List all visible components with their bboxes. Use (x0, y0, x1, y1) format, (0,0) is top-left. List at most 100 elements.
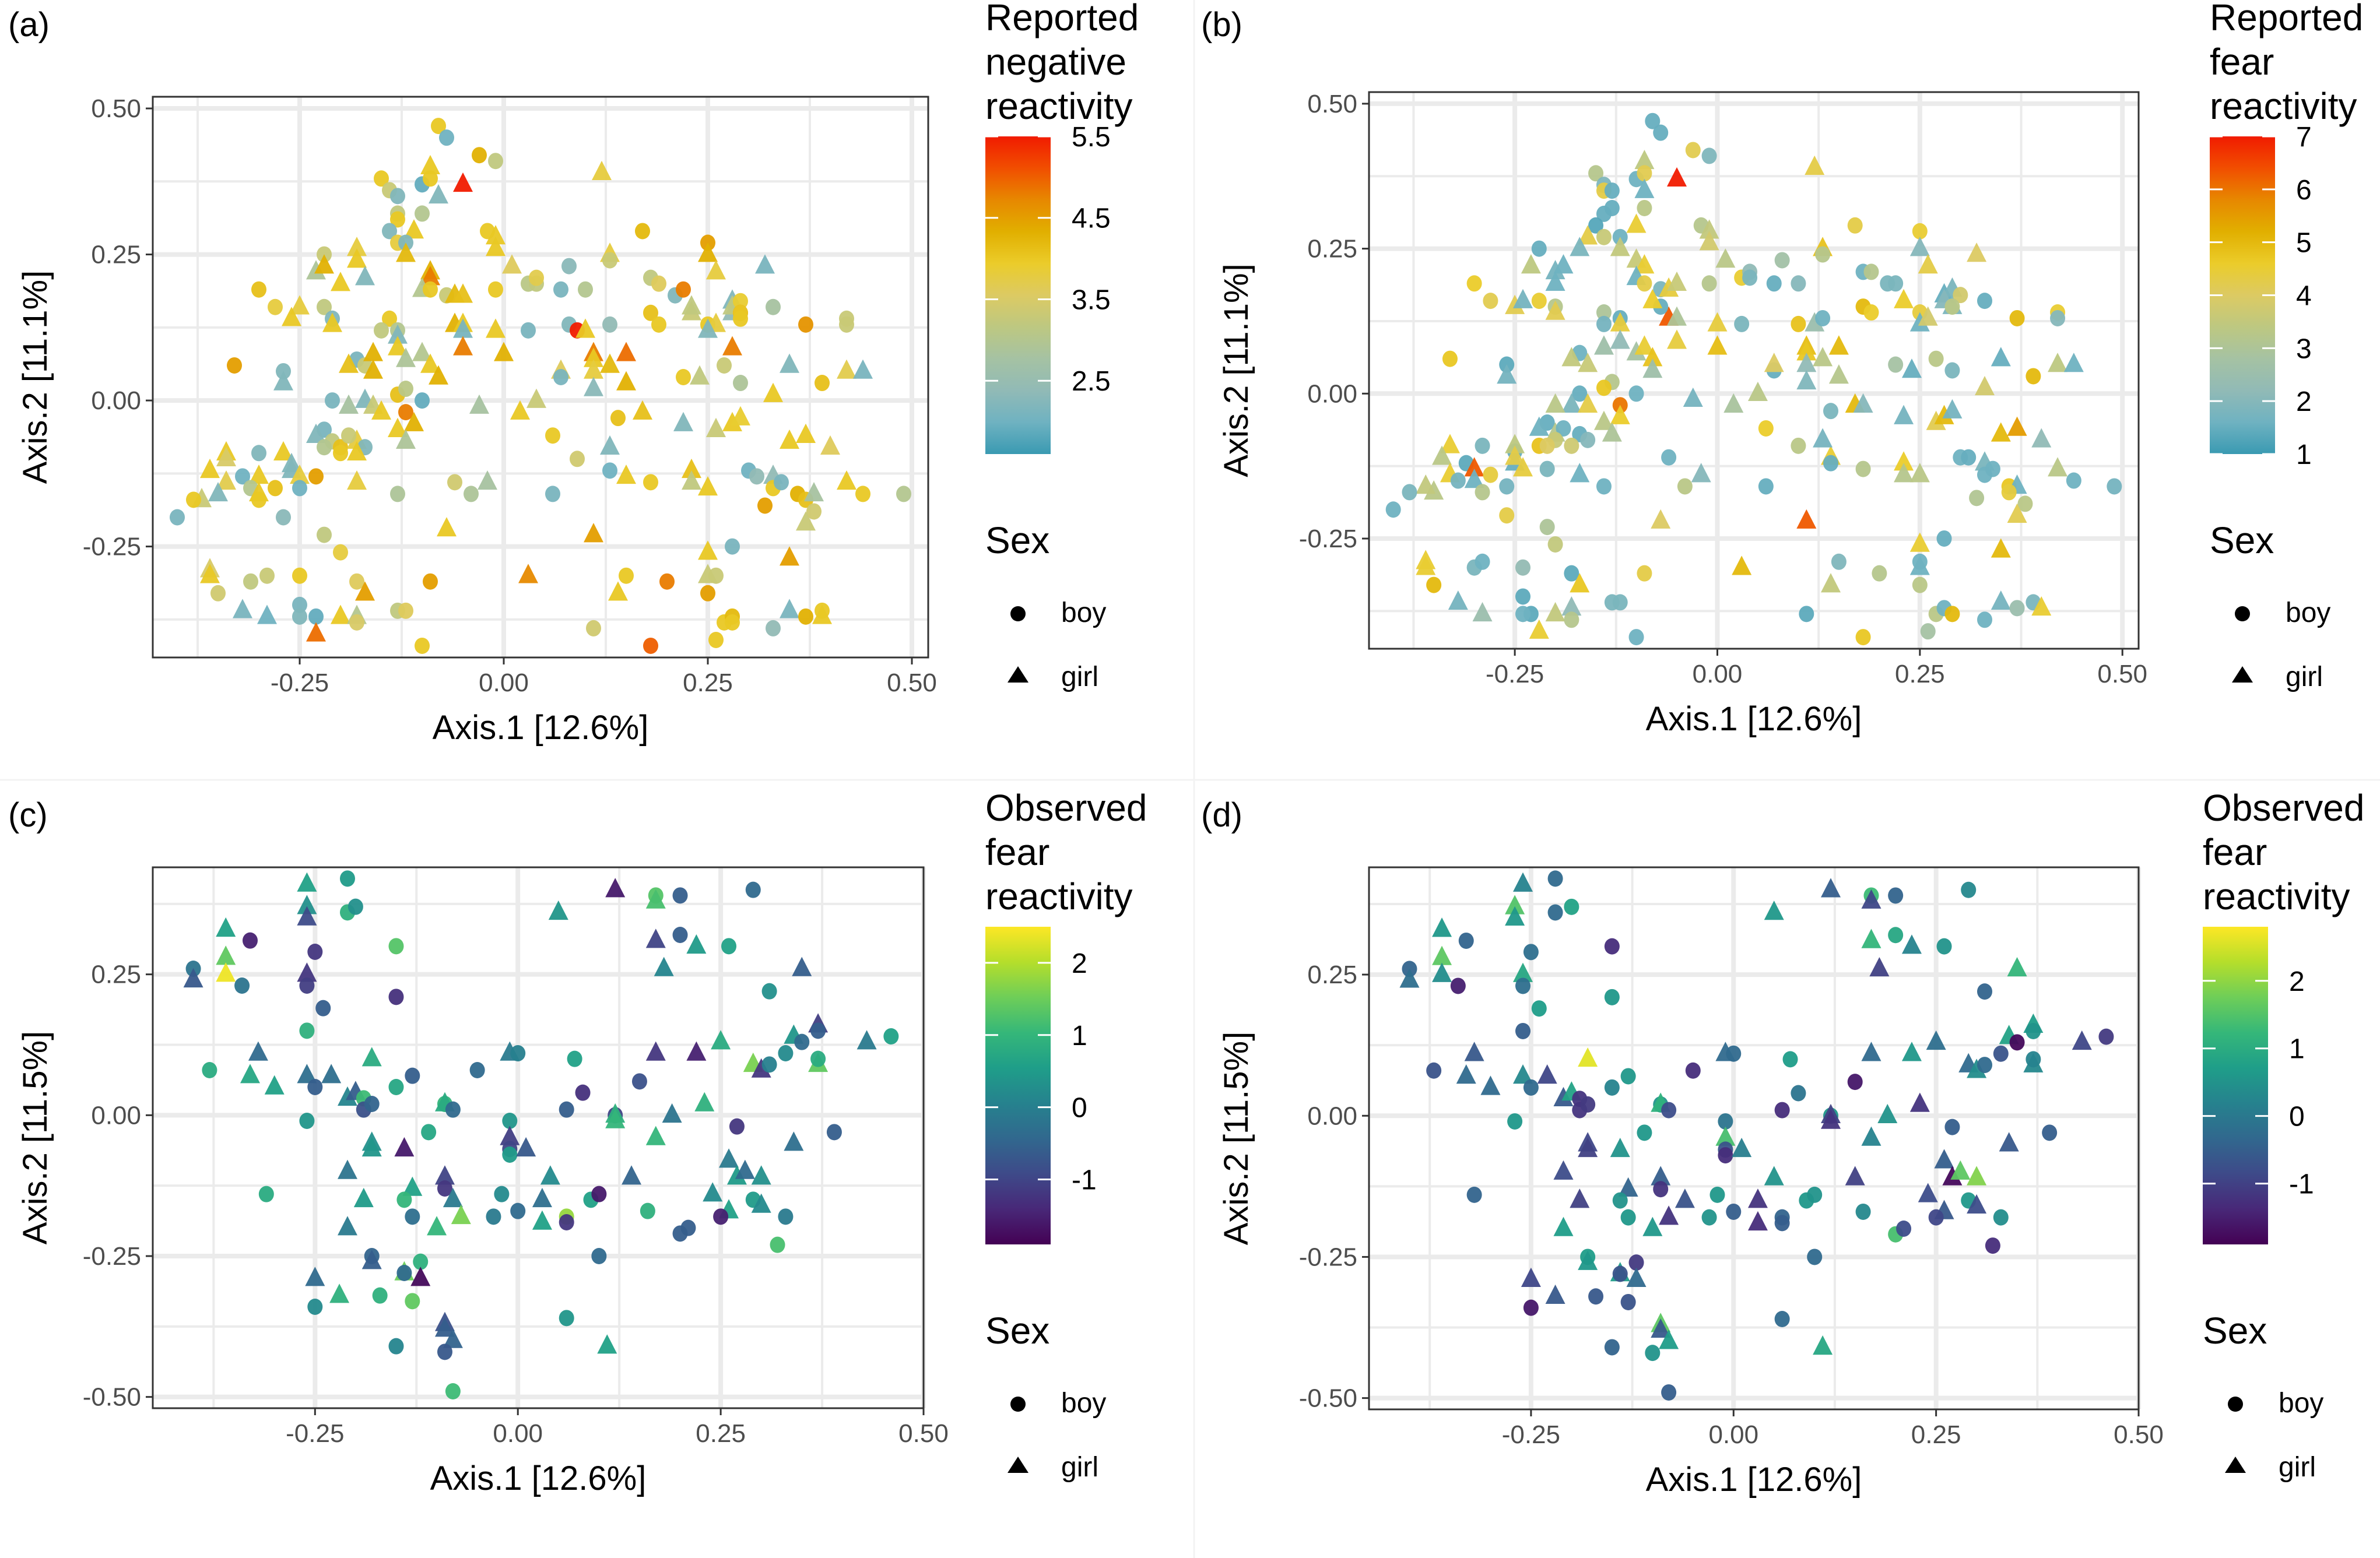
point-girl (347, 237, 367, 256)
sex-legend-title: Sex (2203, 1310, 2267, 1352)
point-girl (306, 423, 326, 443)
point-boy (292, 608, 307, 625)
point-boy (1620, 1068, 1636, 1085)
point-boy (2026, 1022, 2041, 1039)
point-boy (251, 491, 266, 508)
point-boy (1580, 1096, 1596, 1113)
point-boy (1953, 287, 1968, 304)
point-boy (810, 1050, 826, 1067)
point-boy (815, 375, 830, 392)
point-girl (751, 1165, 771, 1185)
plot-area (1369, 92, 2139, 649)
colorbar-tick-label: 1 (1072, 1021, 1087, 1051)
point-girl (540, 1165, 560, 1185)
point-girl (1813, 347, 1833, 367)
y-tick-label: 0.25 (91, 241, 141, 269)
sex-legend-title: Sex (985, 519, 1049, 561)
point-boy (575, 1084, 591, 1101)
y-tick-label: 0.00 (91, 1101, 141, 1130)
point-girl (1545, 393, 1565, 413)
point-girl (1667, 306, 1687, 326)
point-girl (1747, 1211, 1768, 1231)
girl-legend-icon (2225, 1457, 2246, 1473)
point-boy (405, 1293, 420, 1310)
point-girl (698, 242, 718, 262)
point-boy (235, 468, 250, 485)
point-girl (429, 184, 448, 204)
point-boy (1450, 977, 1466, 994)
point-boy (2017, 495, 2033, 512)
point-girl (1861, 1042, 1881, 1061)
point-girl (780, 546, 799, 566)
girl-legend-icon (2232, 666, 2253, 683)
point-girl (353, 1187, 374, 1208)
points (1399, 870, 2114, 1401)
color-legend-title: Observed (985, 787, 1147, 829)
point-boy (1774, 1102, 1790, 1119)
point-boy (292, 567, 307, 584)
point-boy (349, 614, 364, 631)
point-boy (798, 608, 813, 625)
color-legend-title: Observed (2203, 787, 2364, 829)
point-boy (1985, 1237, 2000, 1254)
point-girl (812, 604, 832, 624)
point-boy (1791, 275, 1806, 292)
point-boy (405, 1208, 420, 1225)
point-girl (1918, 306, 1938, 326)
point-girl (486, 318, 506, 338)
point-girl (1667, 329, 1687, 349)
points (170, 118, 911, 654)
point-boy (1620, 1209, 1636, 1226)
x-tick-label: -0.25 (271, 669, 329, 697)
point-girl (1480, 1075, 1501, 1095)
point-boy (423, 573, 438, 590)
point-boy (1823, 403, 1838, 420)
point-girl (719, 1148, 739, 1168)
point-girl (645, 929, 666, 948)
point-boy (1815, 310, 1831, 326)
point-boy (1612, 1192, 1628, 1209)
point-girl (1894, 405, 1914, 424)
point-girl (1545, 602, 1565, 622)
point-boy (398, 381, 413, 398)
boy-legend-icon (2235, 606, 2250, 621)
point-girl (1747, 381, 1768, 402)
colorbar (985, 136, 1051, 454)
point-girl (486, 237, 506, 256)
point-girl (703, 1182, 723, 1202)
point-girl (494, 342, 514, 361)
point-boy (472, 147, 487, 164)
point-girl (1691, 463, 1711, 483)
point-girl (1667, 271, 1687, 291)
point-girl (1715, 248, 1736, 268)
point-boy (1766, 275, 1782, 292)
color-legend-title: reactivity (985, 875, 1133, 917)
point-girl (1796, 370, 1817, 390)
point-girl (1715, 1126, 1736, 1146)
point-boy (1531, 240, 1547, 257)
point-boy (1936, 938, 1952, 955)
points (1385, 112, 2122, 646)
point-boy (364, 1096, 380, 1112)
point-girl (429, 365, 448, 385)
y-axis-title: Axis.2 [11.5%] (1217, 1032, 1255, 1245)
point-girl (698, 318, 718, 338)
point-boy (234, 977, 250, 994)
point-girl (1821, 1109, 1841, 1129)
point-girl (526, 388, 546, 408)
point-boy (349, 573, 364, 590)
x-tick-label: -0.25 (1486, 660, 1544, 688)
colorbar (2203, 927, 2268, 1244)
point-boy (1823, 455, 1838, 472)
point-boy (1888, 275, 1904, 292)
point-boy (1604, 182, 1620, 199)
point-boy (1475, 437, 1490, 454)
point-boy (242, 932, 258, 949)
point-girl (1901, 1042, 1922, 1061)
x-tick-label: 0.00 (493, 1419, 543, 1448)
point-boy (1701, 1209, 1717, 1226)
point-boy (1588, 165, 1604, 182)
x-tick-label: 0.25 (683, 669, 733, 697)
boy-legend-icon (1010, 606, 1026, 621)
point-girl (1861, 929, 1881, 948)
